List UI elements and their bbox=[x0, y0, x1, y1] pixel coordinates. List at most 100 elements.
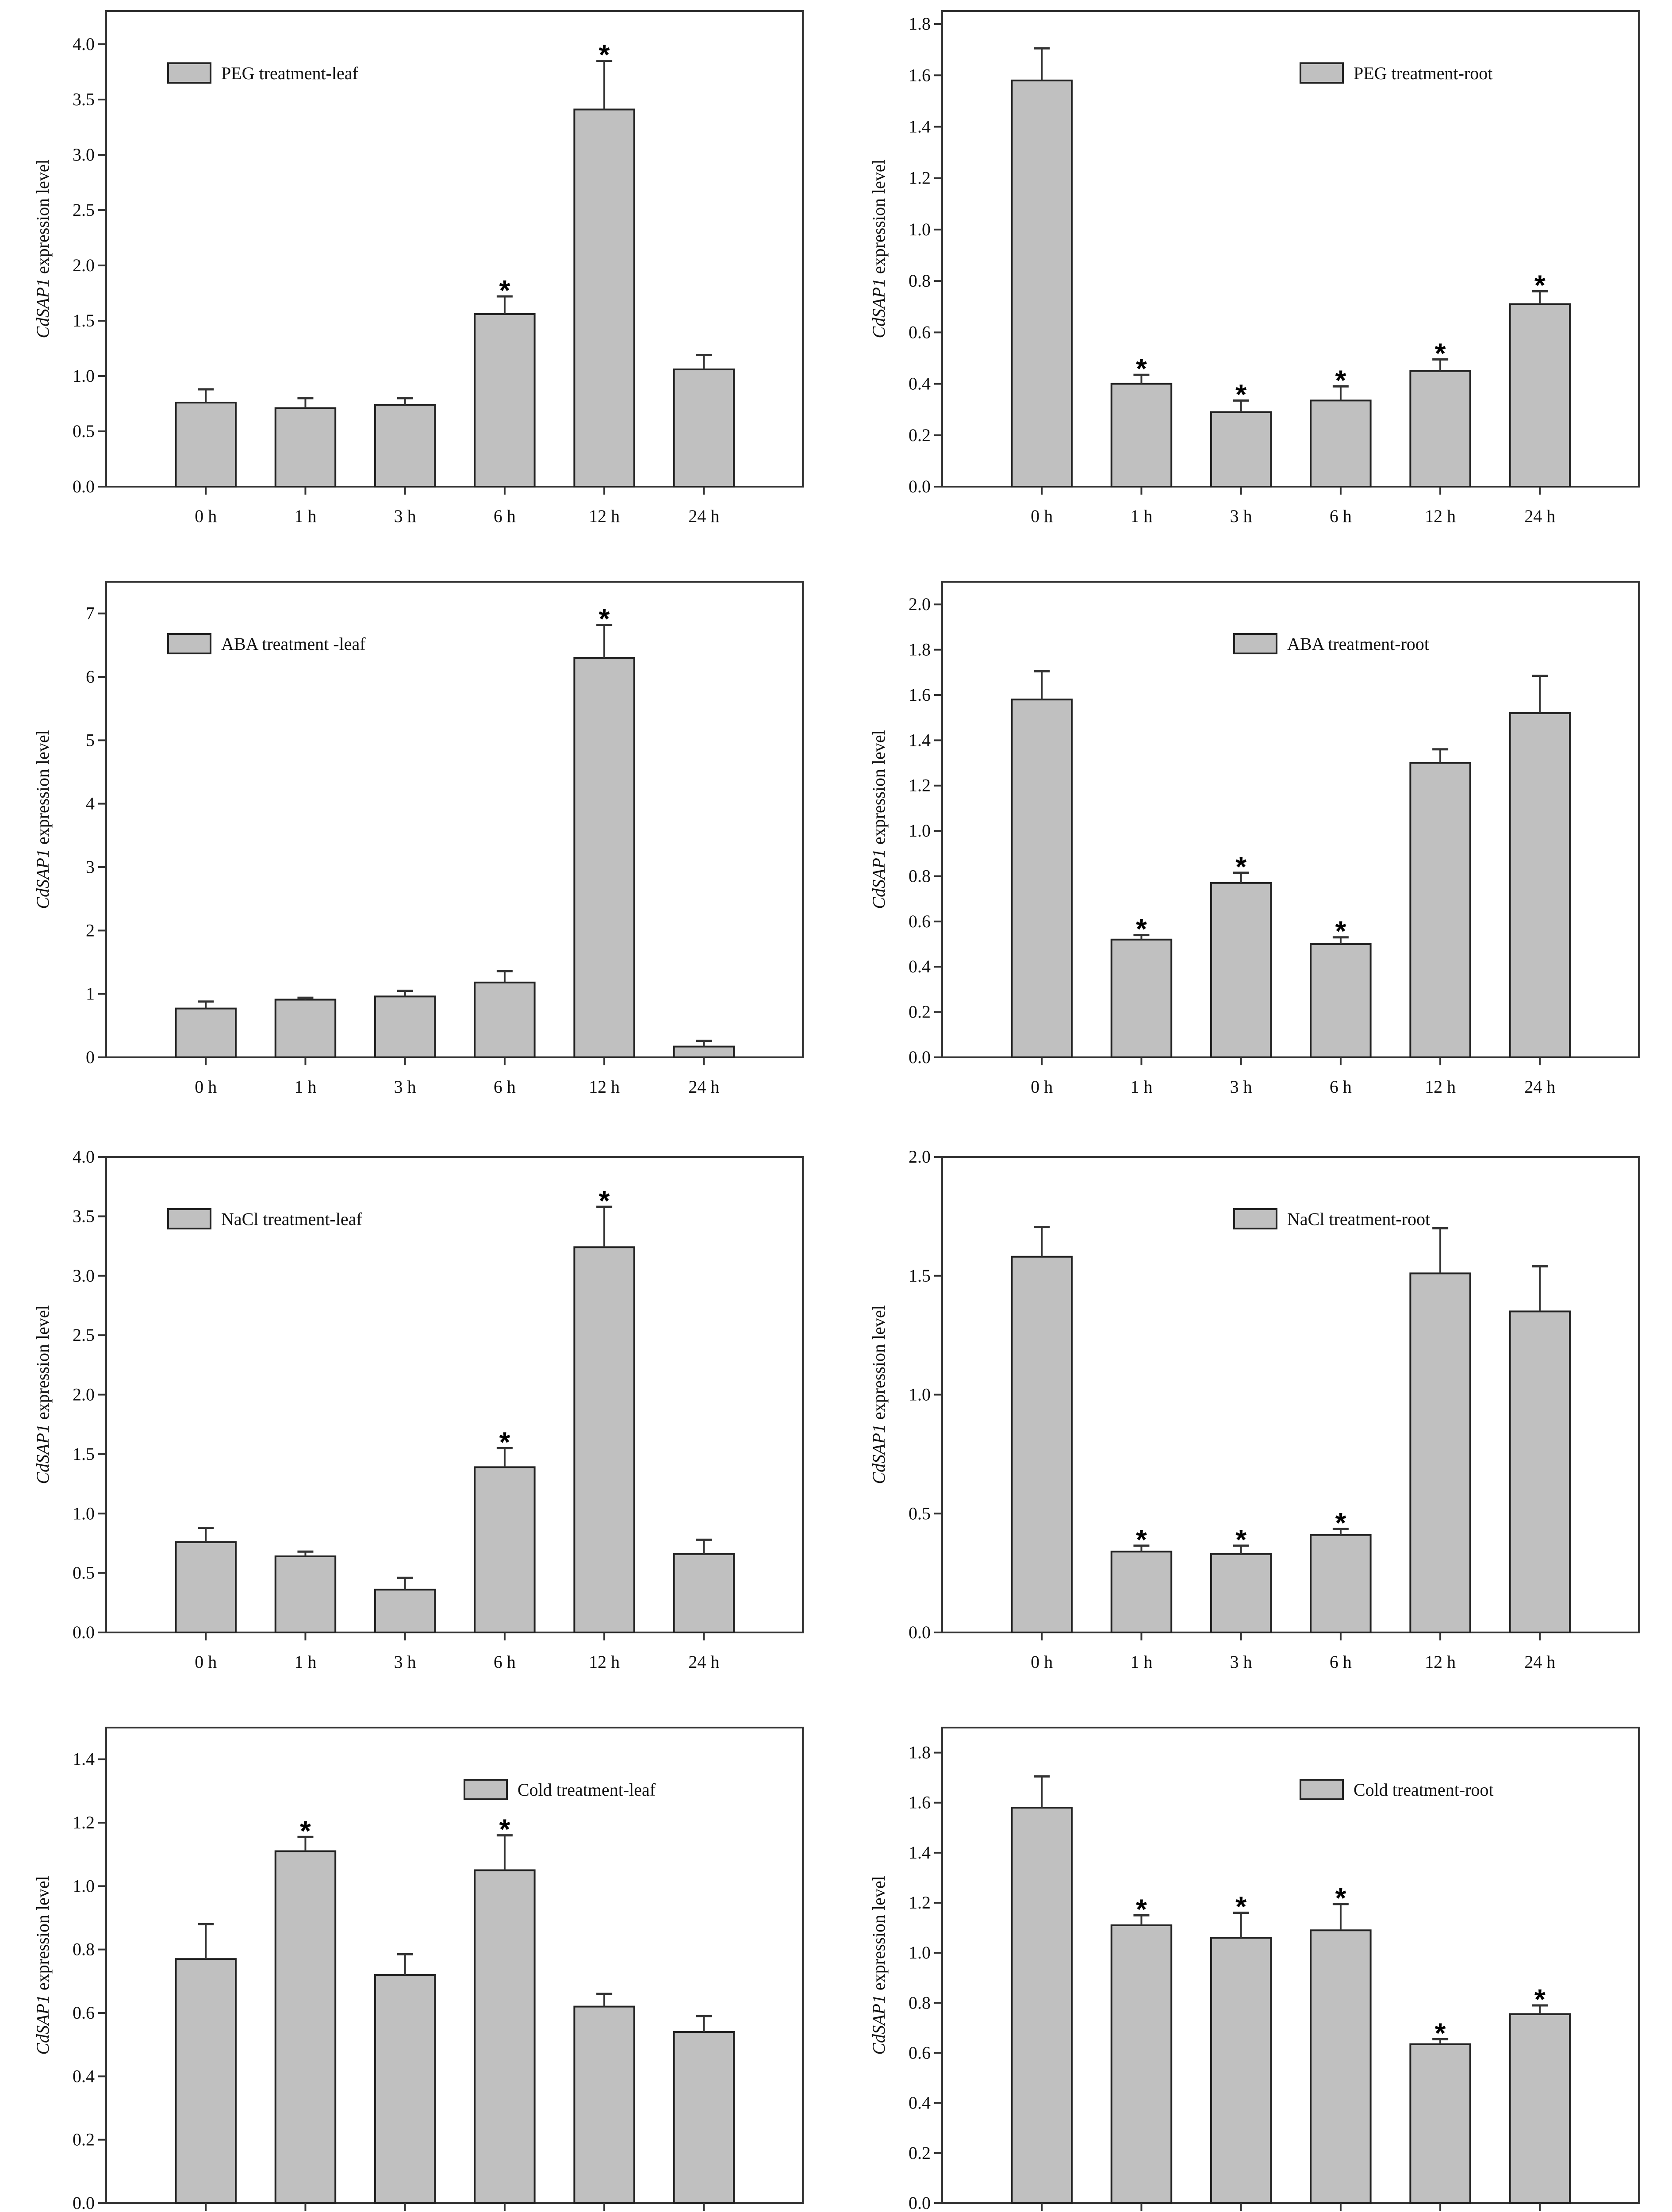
x-tick-label: 0 h bbox=[195, 1652, 217, 1672]
significance-star: * bbox=[599, 603, 610, 634]
y-tick-label: 1.2 bbox=[909, 1893, 931, 1912]
plot-frame bbox=[105, 10, 804, 488]
plot-frame bbox=[941, 1727, 1640, 2204]
bar-6h bbox=[474, 1869, 536, 2204]
significance-star: * bbox=[1136, 913, 1147, 945]
significance-star: * bbox=[1235, 851, 1246, 883]
x-tick-label: 3 h bbox=[1230, 1077, 1252, 1097]
chart-peg-leaf: 0.0 0.5 1.0 1.5 2.0 2.5 3.0 3.5 4.0 CdSAP1 expres… bbox=[33, 10, 804, 526]
y-axis-label: CdSAP1 expression level bbox=[33, 1305, 53, 1484]
y-axis-label: CdSAP1 expression level bbox=[33, 159, 53, 338]
y-tick-label: 1.4 bbox=[73, 1749, 95, 1769]
y-tick-label: 3.0 bbox=[73, 145, 95, 165]
bar-24h bbox=[673, 2031, 735, 2204]
x-tick-label: 1 h bbox=[1130, 1652, 1152, 1672]
chart-panel-cold-leaf: 0.0 0.2 0.4 0.6 0.8 1.0 1.2 1.4 CdSAP1 expressio… bbox=[0, 1717, 836, 2212]
bar-3h bbox=[374, 995, 436, 1059]
y-tick-label: 3.0 bbox=[73, 1266, 95, 1286]
x-tick-label: 3 h bbox=[394, 1652, 416, 1672]
y-axis-label-text: expression level bbox=[869, 159, 889, 278]
y-tick-label: 0.0 bbox=[909, 2193, 931, 2212]
y-tick-label: 0.0 bbox=[909, 476, 931, 496]
y-tick-label: 0.0 bbox=[73, 476, 95, 496]
y-tick-label: 0.4 bbox=[909, 2093, 931, 2113]
y-axis-label: CdSAP1 expression level bbox=[869, 730, 889, 909]
x-tick-label: 6 h bbox=[1330, 1652, 1352, 1672]
chart-aba-root: 0.0 0.2 0.4 0.6 0.8 1.0 1.2 1.4 1.6 1.8 2.0 CdSAP1 … bbox=[869, 581, 1640, 1097]
y-tick-label: 0.0 bbox=[73, 2193, 95, 2212]
x-tick-label: 12 h bbox=[1425, 506, 1456, 526]
bar-1h bbox=[274, 1850, 337, 2204]
legend-label: NaCl treatment-leaf bbox=[221, 1209, 362, 1229]
y-tick-label: 0.2 bbox=[909, 425, 931, 445]
significance-star: * bbox=[1235, 1524, 1246, 1555]
legend-label: Cold treatment-leaf bbox=[518, 1780, 656, 1800]
legend-label: PEG treatment-leaf bbox=[221, 63, 359, 83]
bar-6h bbox=[474, 981, 536, 1058]
bar-0h bbox=[1011, 1256, 1073, 1633]
y-tick-label: 0.0 bbox=[909, 1622, 931, 1642]
legend-label: PEG treatment-root bbox=[1354, 63, 1492, 83]
bar-24h bbox=[673, 1553, 735, 1633]
y-tick-label: 3.5 bbox=[73, 1206, 95, 1226]
significance-star: * bbox=[1435, 337, 1446, 369]
bar-3h bbox=[1210, 1553, 1272, 1633]
x-tick-label: 3 h bbox=[394, 506, 416, 526]
y-tick-label: 1.2 bbox=[73, 1813, 95, 1832]
bar-0h bbox=[175, 1541, 237, 1633]
significance-star: * bbox=[599, 1185, 610, 1217]
y-axis-label-gene: CdSAP1 bbox=[33, 849, 53, 909]
bar-12h bbox=[1409, 370, 1471, 488]
y-tick-label: 2.0 bbox=[73, 255, 95, 275]
plot-frame bbox=[941, 581, 1640, 1058]
x-tick-label: 0 h bbox=[1031, 1652, 1053, 1672]
y-axis-label-text: expression level bbox=[869, 1876, 889, 1995]
x-tick-label: 1 h bbox=[294, 506, 316, 526]
bar-6h bbox=[1310, 399, 1372, 488]
y-axis-label-gene: CdSAP1 bbox=[33, 278, 53, 338]
bar-1h bbox=[1110, 383, 1173, 488]
x-tick-label: 24 h bbox=[1524, 506, 1555, 526]
significance-star: * bbox=[1534, 269, 1545, 301]
y-tick-label: 0.5 bbox=[909, 1503, 931, 1523]
x-tick-label: 0 h bbox=[1031, 1077, 1053, 1097]
y-tick-label: 1.2 bbox=[909, 776, 931, 795]
y-tick-label: 0.4 bbox=[73, 2066, 95, 2086]
y-tick-label: 0 bbox=[86, 1047, 95, 1067]
y-tick-label: 2 bbox=[86, 920, 95, 940]
chart-panel-nacl-leaf: 0.0 0.5 1.0 1.5 2.0 2.5 3.0 3.5 4.0 CdSAP1 expres… bbox=[0, 1146, 836, 1717]
x-tick-label: 0 h bbox=[1031, 506, 1053, 526]
y-axis-label-gene: CdSAP1 bbox=[869, 1995, 889, 2055]
y-tick-label: 2.0 bbox=[909, 1147, 931, 1167]
x-tick-label: 0 h bbox=[195, 1077, 217, 1097]
legend-swatch bbox=[464, 1779, 508, 1800]
y-tick-label: 0.8 bbox=[909, 1993, 931, 2012]
y-tick-label: 1.0 bbox=[73, 1876, 95, 1896]
y-tick-label: 0.6 bbox=[909, 2043, 931, 2063]
bar-1h bbox=[1110, 1551, 1173, 1633]
significance-star: * bbox=[1235, 378, 1246, 410]
y-tick-label: 2.0 bbox=[909, 594, 931, 614]
bar-0h bbox=[175, 1958, 237, 2204]
legend-label: Cold treatment-root bbox=[1354, 1780, 1494, 1800]
y-tick-label: 1.8 bbox=[909, 1743, 931, 1763]
y-axis-label-text: expression level bbox=[869, 1305, 889, 1424]
bar-24h bbox=[673, 1045, 735, 1058]
x-tick-label: 12 h bbox=[1425, 1652, 1456, 1672]
significance-star: * bbox=[599, 39, 610, 71]
bar-12h bbox=[573, 2005, 635, 2204]
bar-0h bbox=[1011, 1807, 1073, 2204]
bar-1h bbox=[1110, 1924, 1173, 2204]
x-tick-label: 24 h bbox=[688, 1652, 719, 1672]
y-tick-label: 0.5 bbox=[73, 1563, 95, 1583]
significance-star: * bbox=[499, 274, 510, 306]
bar-12h bbox=[573, 657, 635, 1058]
y-axis-label-gene: CdSAP1 bbox=[869, 1424, 889, 1484]
plot-frame bbox=[105, 581, 804, 1058]
bar-3h bbox=[374, 404, 436, 488]
y-tick-label: 0.4 bbox=[909, 374, 931, 394]
x-tick-label: 3 h bbox=[1230, 1652, 1252, 1672]
y-tick-label: 0.8 bbox=[909, 866, 931, 886]
y-axis-label-text: expression level bbox=[869, 730, 889, 849]
bar-6h bbox=[474, 313, 536, 488]
